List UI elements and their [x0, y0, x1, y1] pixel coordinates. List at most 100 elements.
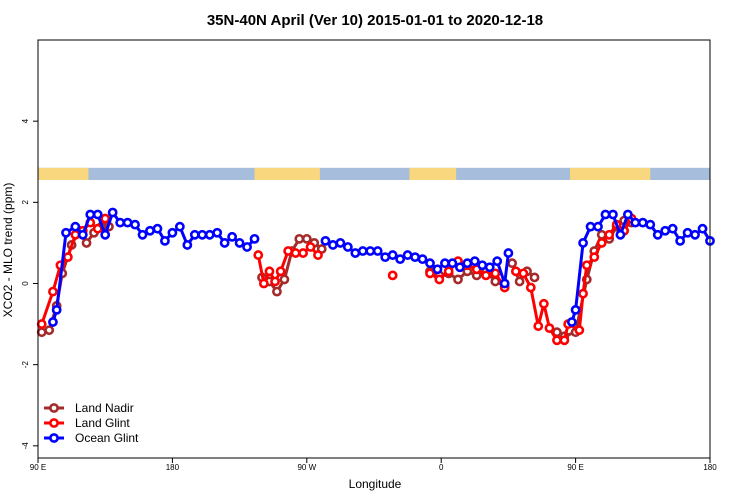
data-point [365, 246, 376, 256]
y-tick-label: 2 [21, 200, 30, 205]
data-point [645, 219, 656, 230]
data-point [36, 319, 47, 329]
data-point [258, 278, 269, 289]
data-point [372, 246, 383, 256]
data-point [604, 229, 615, 240]
legend-label: Land Glint [75, 416, 130, 430]
data-point [107, 207, 118, 218]
data-point [70, 229, 81, 240]
data-point [690, 229, 700, 240]
data-point [305, 242, 316, 252]
data-point [44, 325, 55, 336]
data-point [697, 223, 708, 234]
y-tick-label: 4 [21, 118, 30, 123]
data-point [675, 235, 686, 246]
data-point [234, 238, 245, 248]
data-point [264, 266, 275, 277]
y-tick-label: -2 [21, 361, 30, 369]
data-point [518, 268, 529, 279]
legend-marker [49, 433, 59, 443]
data-point [402, 250, 413, 260]
data-point [481, 270, 491, 281]
data-point [85, 209, 96, 220]
data-point [469, 256, 480, 267]
data-point [227, 231, 238, 242]
data-point [298, 248, 308, 258]
data-point [100, 229, 111, 240]
data-point [204, 229, 215, 240]
data-point [313, 250, 323, 260]
data-point [417, 254, 428, 265]
x-axis: 90 E 180 90 W 0 90 E 180 [30, 458, 717, 472]
x-tick-label: 0 [439, 463, 444, 472]
land-segment [570, 167, 651, 181]
data-point [387, 270, 398, 281]
data-point [462, 258, 473, 269]
data-point [77, 229, 88, 240]
data-point [92, 223, 103, 234]
data-point [581, 260, 592, 271]
data-point [490, 268, 501, 279]
land-segment [254, 167, 320, 181]
data-point [608, 209, 618, 220]
y-tick-label: 0 [21, 281, 30, 286]
data-point [434, 274, 445, 285]
data-point [533, 321, 544, 332]
data-point [395, 254, 406, 265]
x-tick-label: 90 E [567, 463, 583, 472]
series-ocean-glint [48, 207, 715, 327]
data-point [507, 258, 518, 269]
land-segment [38, 167, 89, 181]
x-tick-label: 180 [166, 463, 180, 472]
data-point [301, 233, 312, 244]
data-point [596, 238, 607, 248]
data-point [320, 235, 331, 246]
data-point [425, 268, 435, 279]
data-point [342, 242, 353, 252]
data-point [219, 238, 230, 248]
data-point [294, 233, 305, 244]
data-point [182, 240, 193, 250]
data-point [630, 217, 641, 228]
data-point [578, 238, 588, 248]
data-point [589, 252, 600, 263]
data-point [477, 260, 488, 271]
y-tick-label: -4 [21, 442, 30, 450]
land-segment [409, 167, 457, 181]
data-point [62, 252, 73, 263]
data-point [578, 288, 588, 299]
series-layer [36, 207, 715, 346]
y-axis: -4 -2 0 2 4 [21, 118, 38, 449]
data-point [81, 238, 92, 248]
data-point [544, 323, 555, 334]
data-point [525, 282, 536, 293]
data-point [253, 250, 264, 260]
data-point [514, 276, 525, 287]
data-point [357, 246, 368, 256]
data-point [283, 246, 294, 256]
x-tick-label: 90 W [297, 463, 316, 472]
data-point [453, 274, 463, 285]
data-point [92, 209, 103, 220]
data-point [130, 219, 140, 230]
data-point [270, 276, 280, 287]
data-point [538, 298, 549, 309]
legend-label: Ocean Glint [75, 431, 139, 445]
data-point [667, 223, 678, 234]
legend-marker [49, 403, 59, 413]
data-point [484, 262, 495, 273]
data-point [160, 235, 170, 246]
data-point [137, 229, 148, 240]
data-point [335, 238, 346, 248]
data-point [499, 278, 510, 289]
data-point [51, 304, 62, 315]
data-point [189, 229, 200, 240]
data-point [242, 242, 252, 252]
data-point [510, 266, 521, 277]
series-land-glint [36, 213, 637, 346]
data-point [637, 217, 648, 228]
data-point [440, 258, 450, 269]
legend-label: Land Nadir [75, 401, 134, 415]
